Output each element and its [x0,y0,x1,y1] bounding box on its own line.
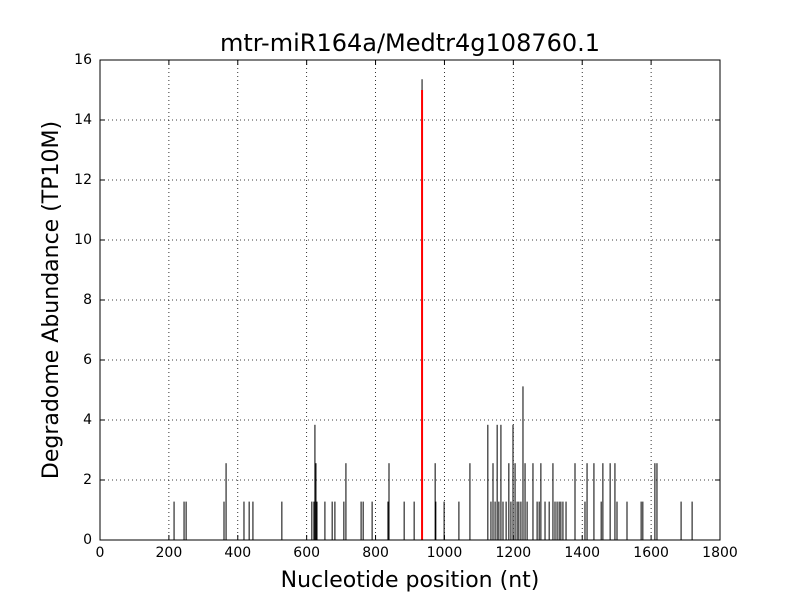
x-tick-label: 400 [224,545,251,561]
y-tick-label: 4 [83,412,92,428]
y-tick-label: 0 [83,532,92,548]
x-tick-label: 0 [96,545,105,561]
y-tick-label: 2 [83,472,92,488]
x-axis-label: Nucleotide position (nt) [281,568,540,593]
x-tick-label: 800 [362,545,389,561]
y-axis-label: Degradome Abundance (TP10M) [39,121,64,479]
y-tick-label: 10 [74,232,92,248]
chart-title: mtr-miR164a/Medtr4g108760.1 [220,29,600,57]
x-tick-label: 1200 [496,545,532,561]
y-tick-label: 14 [74,112,92,128]
x-tick-label: 1000 [427,545,463,561]
y-tick-label: 8 [83,292,92,308]
y-tick-label: 12 [74,172,92,188]
plot-frame [99,59,721,541]
x-tick-label: 1600 [633,545,669,561]
x-tick-label: 1400 [564,545,600,561]
x-tick-label: 200 [156,545,183,561]
x-tick-label: 600 [293,545,320,561]
y-tick-label: 6 [83,352,92,368]
y-tick-label: 16 [74,52,92,68]
x-tick-label: 1800 [702,545,738,561]
